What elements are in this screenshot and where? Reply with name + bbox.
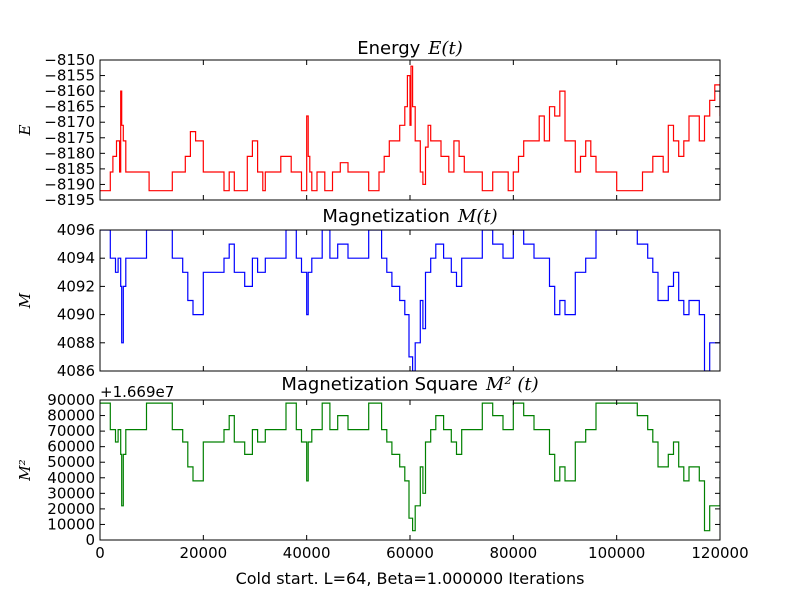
- magnetization-series-line: [100, 230, 720, 371]
- title-text: Magnetization Square: [281, 374, 478, 395]
- magnetization-square-panel: 9000080000700006000050000400003000020000…: [16, 374, 721, 549]
- y-tick-label: 4096: [57, 221, 95, 239]
- y-tick-label: −8160: [44, 82, 95, 100]
- y-tick-label: −8175: [44, 129, 95, 147]
- y-tick-label: −8170: [44, 113, 95, 131]
- title-math: E(t): [427, 38, 462, 59]
- y-tick-label: 10000: [47, 515, 95, 533]
- y-tick-label: 90000: [47, 391, 95, 409]
- y-tick-label: 4090: [57, 306, 95, 324]
- x-tick-label: 40000: [283, 544, 331, 562]
- y-tick-label: −8195: [44, 191, 95, 209]
- title-text: Magnetization: [322, 206, 450, 227]
- y-tick-label: −8185: [44, 160, 95, 178]
- y-tick-label: −8150: [44, 51, 95, 69]
- y-tick-label: 70000: [47, 422, 95, 440]
- x-axis-label: Cold start. L=64, Beta=1.000000 Iteratio…: [236, 569, 585, 588]
- x-tick-label: 100000: [588, 544, 645, 562]
- y-tick-label: 50000: [47, 453, 95, 471]
- y-tick-label: 4092: [57, 277, 95, 295]
- y-tick-label: 60000: [47, 438, 95, 456]
- energy-panel: −8150−8155−8160−8165−8170−8175−8180−8185…: [16, 38, 721, 209]
- x-tick-label: 0: [95, 544, 105, 562]
- y-tick-label: 0: [85, 531, 95, 549]
- magnetization-square-title: Magnetization Square M² (t): [281, 374, 538, 395]
- y-tick-label: 20000: [47, 500, 95, 518]
- magnetization-panel: 4096 4094 4092 4090 4088 4086 Magnetization M(t…: [16, 206, 721, 380]
- energy-y-axis-label: E: [16, 124, 34, 136]
- magnetization-y-axis-label: M: [16, 292, 34, 309]
- x-tick-label: 60000: [386, 544, 434, 562]
- x-tick-label: 20000: [179, 544, 227, 562]
- energy-series-line: [100, 65, 720, 192]
- title-math: M(t): [457, 206, 498, 227]
- magnetization-square-y-axis-label: M²: [16, 459, 34, 481]
- y-tick-label: 80000: [47, 407, 95, 425]
- axis-offset-text: +1.669e7: [100, 383, 174, 401]
- x-tick-label: 120000: [691, 544, 748, 562]
- y-tick-label: 4094: [57, 249, 95, 267]
- y-tick-label: 40000: [47, 469, 95, 487]
- title-text: Energy: [357, 38, 420, 59]
- y-tick-label: −8190: [44, 175, 95, 193]
- x-tick-label: 80000: [489, 544, 537, 562]
- energy-title: Energy E(t): [357, 38, 462, 59]
- y-tick-label: 30000: [47, 484, 95, 502]
- y-tick-label: −8180: [44, 144, 95, 162]
- y-tick-label: 4086: [57, 362, 95, 380]
- magnetization-title: Magnetization M(t): [322, 206, 497, 227]
- magnetization-square-series-line: [100, 402, 720, 532]
- x-axis: 0 20000 40000 60000 80000 100000 120000: [95, 544, 748, 562]
- y-tick-label: −8155: [44, 67, 95, 85]
- y-tick-label: −8165: [44, 98, 95, 116]
- title-math: M² (t): [485, 374, 539, 395]
- y-tick-label: 4088: [57, 334, 95, 352]
